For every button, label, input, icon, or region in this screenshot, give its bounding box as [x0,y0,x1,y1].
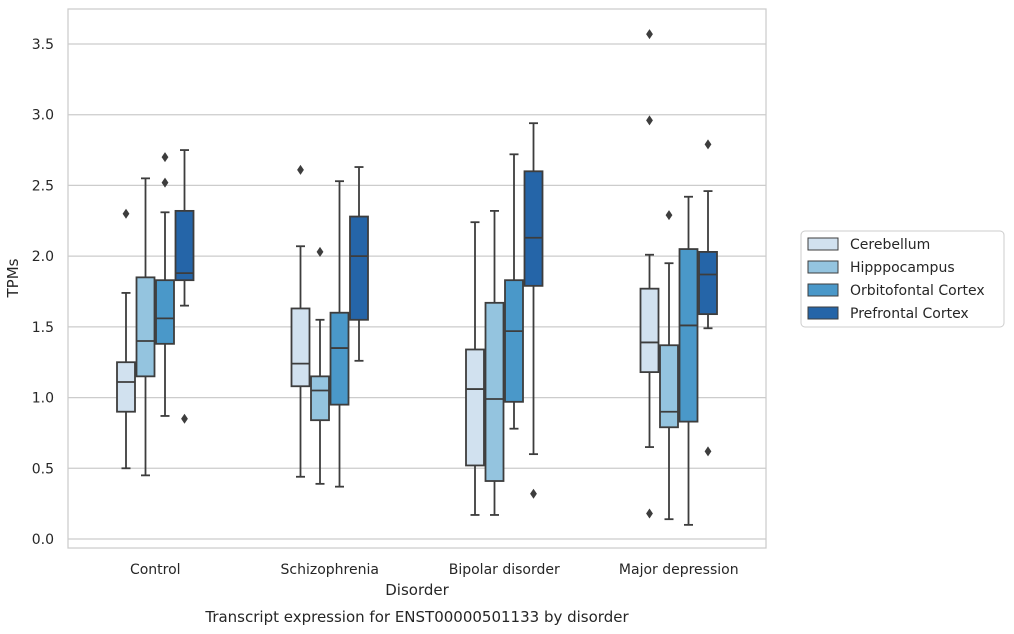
box [659,344,679,429]
box [349,215,369,321]
outlier-point [646,508,653,519]
box [310,375,330,422]
category-group [116,149,195,477]
outlier-point [665,210,673,221]
outlier-point [704,139,712,150]
legend-swatch [807,237,839,251]
x-axis-label: Disorder [385,581,449,599]
x-tick-label: Schizophrenia [281,562,379,578]
outlier-point [646,29,653,40]
plot-frame [67,8,767,549]
y-tick-label: 0.5 [32,461,54,477]
x-tick-label: Major depression [619,562,739,578]
outlier-point [704,446,712,457]
y-axis-label: TPMs [4,258,22,298]
box [678,248,699,423]
y-tick-label: 3.5 [32,37,54,53]
box [135,276,156,378]
outlier-point [161,177,169,188]
x-tick-labels: Control Schizophrenia Bipolar disorder Majo… [130,562,739,578]
box [698,250,718,316]
x-tick-label: Bipolar disorder [449,562,560,578]
chart-caption: Transcript expression for ENST0000050113… [204,608,629,626]
legend-label: Prefrontal Cortex [850,306,969,322]
x-tick-label: Control [130,562,181,578]
box [290,307,311,388]
box [523,170,544,287]
outlier-point [297,164,304,175]
outlier-point [181,413,188,424]
box [484,301,505,482]
legend-swatch [807,306,839,320]
box [155,279,175,345]
legend-swatch [807,283,839,297]
y-tick-label: 1.0 [32,391,54,407]
legend-label: Hipppocampus [850,260,955,276]
legend-frame [800,230,1005,328]
y-tick-label: 2.0 [32,249,54,265]
y-tick-label: 1.5 [32,320,54,336]
legend-label: Cerebellum [850,237,930,253]
category-group [290,164,369,488]
legend: Cerebellum Hipppocampus Orbitofontal Corte… [800,230,1005,328]
box [639,287,660,374]
box [329,311,350,406]
legend-label: Orbitofontal Cortex [850,283,985,299]
outlier-point [161,152,169,163]
box [465,348,485,467]
box [504,279,524,403]
box [116,361,136,413]
category-group [639,29,718,526]
y-tick-label: 2.5 [32,178,54,194]
y-tick-label: 3.0 [32,108,54,124]
box-groups [116,29,718,526]
box [174,209,195,282]
outlier-point [316,246,324,257]
legend-swatch [807,260,839,274]
outlier-point [646,115,653,126]
outlier-point [122,208,130,219]
y-tick-label: 0.0 [32,532,54,548]
outlier-point [530,488,537,499]
category-group [465,122,544,516]
y-tick-labels: 0.0 0.5 1.0 1.5 2.0 2.5 3.0 3.5 [32,37,54,548]
plot-background [68,9,766,548]
